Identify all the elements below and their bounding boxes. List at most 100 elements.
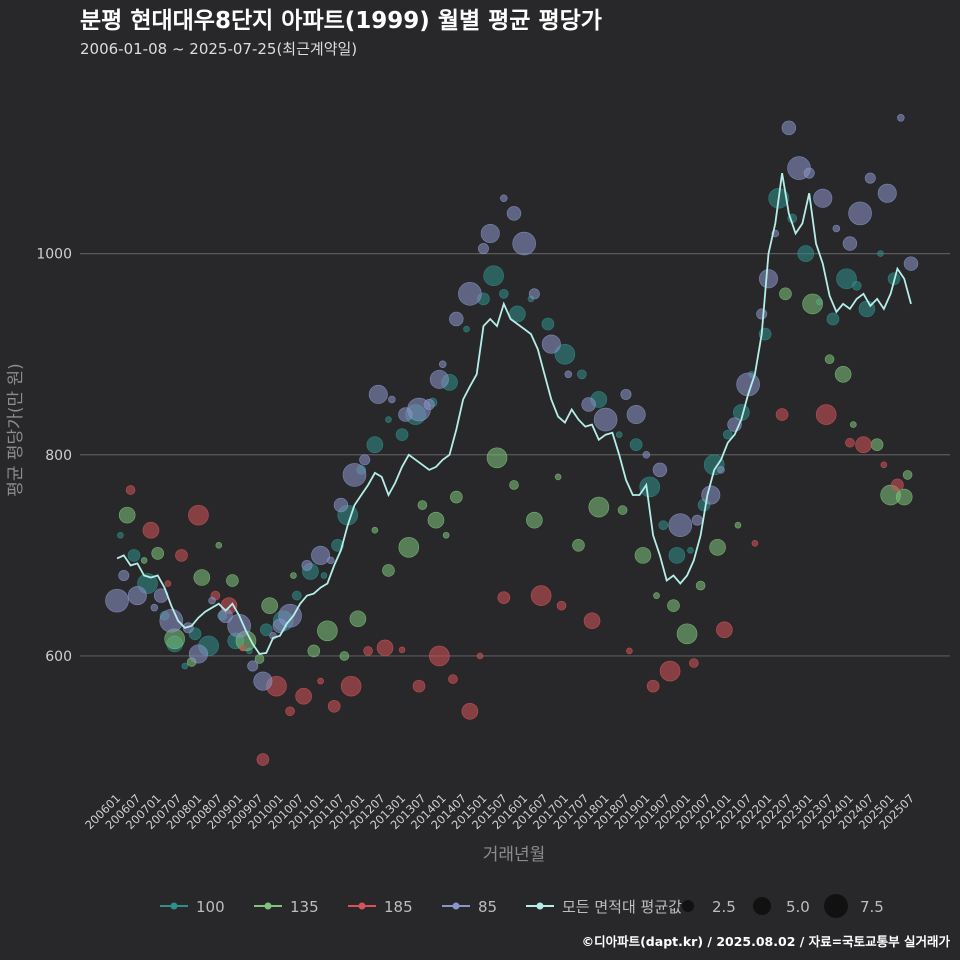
scatter-point [659,660,681,682]
scatter-point [500,194,508,203]
scatter-point [722,429,733,440]
scatter-point [327,699,341,713]
scatter-point [215,542,223,549]
scatter-point [127,586,147,606]
scatter-point [429,369,449,389]
scatter-point [541,317,555,331]
size-legend-dot [682,900,694,912]
scatter-point [448,674,458,684]
legend-label: 135 [290,898,319,916]
scatter-point [842,236,858,251]
scatter-point [668,513,693,537]
scatter-point [423,399,435,410]
scatter-point [398,646,406,654]
scatter-point [526,511,543,529]
scatter-point [652,462,668,478]
scatter-point [317,677,324,685]
scatter-point [850,421,857,428]
scatter-point [583,612,601,630]
scatter-point [193,569,211,586]
scatter-point [449,311,464,327]
scatter-point [307,644,321,658]
scatter-point [629,438,643,452]
scatter-point [125,485,136,495]
scatter-point [105,588,129,613]
scatter-point [363,646,373,656]
scatter-point [620,388,632,400]
scatter-point [751,539,759,547]
scatter-point [208,596,216,605]
scatter-point [259,623,273,637]
scatter-point [247,660,259,672]
scatter-point [483,265,504,287]
scatter-point [359,454,371,466]
legend-swatch-dot [536,902,544,910]
chart-subtitle: 2006-01-08 ~ 2025-07-25(최근계약일) [80,40,357,58]
scatter-point [461,702,479,720]
scatter-point [646,679,660,693]
scatter-point [617,505,628,515]
scatter-point [668,547,686,564]
scatter-point [891,478,904,492]
scatter-point [164,580,172,587]
x-axis-label: 거래년월 [483,845,546,865]
scatter-point [395,428,409,441]
scatter-point [572,539,585,552]
scatter-point [689,658,699,668]
scatter-point [581,397,596,412]
scatter-point [218,608,233,623]
scatter-point [626,405,646,425]
legend-label: 모든 면적대 평균값 [562,898,682,916]
scatter-point [834,366,852,383]
scatter-point [239,644,246,652]
scatter-point [556,600,567,611]
scatter-point [142,521,160,539]
scatter-point [848,201,872,226]
scatter-point [528,288,540,300]
scatter-point [845,437,855,448]
scatter-point [438,360,447,368]
scatter-point [756,308,768,320]
scatter-point [717,466,725,474]
scatter-point [530,585,552,606]
scatter-point [803,167,815,179]
scatter-point [691,514,703,526]
scatter-point [342,463,367,487]
scatter-point [463,325,470,333]
y-tick-label: 800 [45,448,72,464]
scatter-point [181,662,189,670]
scatter-point [781,120,797,136]
scatter-point [880,461,888,469]
scatter-point [832,224,841,233]
scatter-point [301,559,313,571]
scatter-point [150,603,159,612]
scatter-point [442,531,450,539]
scatter-point [826,312,840,326]
scatter-point [320,572,328,579]
scatter-point [554,343,576,365]
scatter-point [368,384,388,404]
scatter-point [159,608,184,633]
scatter-point [188,504,209,526]
legend-swatch-dot [264,902,272,910]
scatter-point [577,369,587,380]
scatter-point [376,639,394,657]
scatter-point [836,268,857,290]
scatter-point [499,289,509,299]
scatter-point [895,488,913,506]
scatter-point [716,621,733,639]
scatter-point [824,354,835,365]
scatter-point [385,416,392,423]
scatter-point [864,172,876,184]
scatter-point [615,431,623,438]
scatter-point [658,520,669,530]
scatter-point [506,206,522,221]
scatter-point [797,245,815,262]
legend-label: 185 [384,898,413,916]
scatter-point [327,556,335,565]
scatter-point [642,451,651,459]
scatter-point [593,407,618,432]
scatter-point [349,610,367,628]
scatter-point [285,706,295,717]
legend-label: 100 [196,898,225,916]
